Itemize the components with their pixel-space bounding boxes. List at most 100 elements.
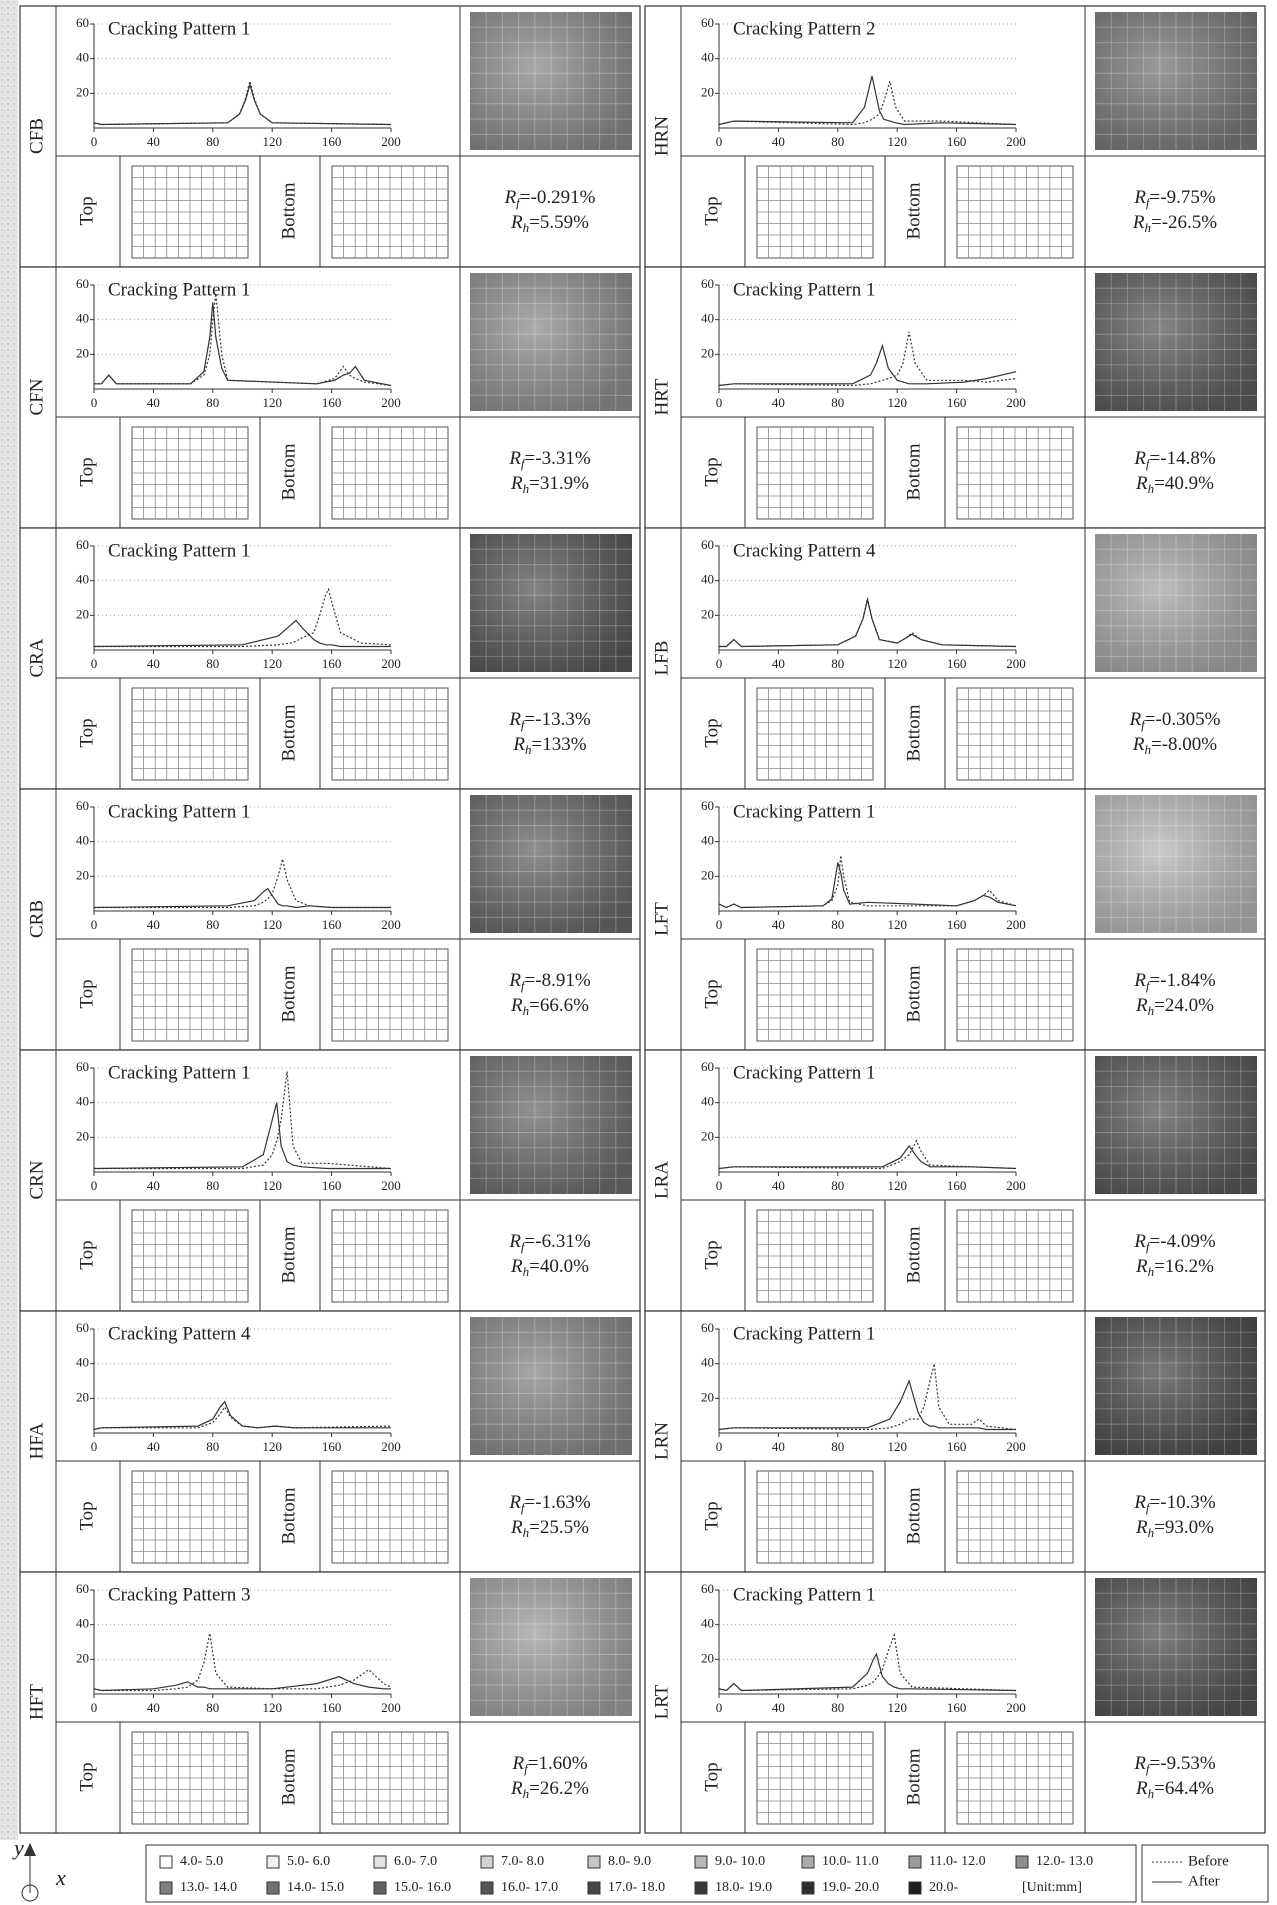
- range-swatch: [802, 1856, 814, 1868]
- ratio-text: Rh=40.0%: [510, 1256, 589, 1279]
- x-tick-label: 80: [206, 1439, 219, 1454]
- bottom-label: Bottom: [278, 1487, 299, 1544]
- x-tick-label: 200: [381, 395, 401, 410]
- ratio-symbol: R: [510, 473, 523, 494]
- y-tick-label: 40: [76, 572, 89, 587]
- ratio-equals: =: [1150, 970, 1161, 991]
- ratio-equals: =: [1154, 1517, 1165, 1538]
- x-tick-label: 80: [206, 134, 219, 149]
- x-tick-label: 160: [322, 1700, 342, 1715]
- ratio-symbol: R: [1133, 1753, 1146, 1774]
- x-tick-label: 200: [1006, 134, 1026, 149]
- ratio-equals: =: [525, 709, 536, 730]
- ratio-symbol: R: [508, 709, 521, 730]
- ratio-value: 1.60%: [538, 1753, 587, 1774]
- x-tick-label: 200: [1006, 395, 1026, 410]
- x-tick-label: 80: [206, 1178, 219, 1193]
- ratio-value: 133%: [542, 734, 587, 755]
- specimen-label: HFA: [26, 1422, 47, 1459]
- axis-y-label: y: [12, 1835, 24, 1860]
- x-tick-label: 80: [206, 395, 219, 410]
- ratio-symbol: R: [1133, 1231, 1146, 1252]
- range-swatch: [588, 1882, 600, 1894]
- ratio-value: -10.3%: [1160, 1492, 1216, 1513]
- ratio-equals: =: [525, 970, 536, 991]
- ratio-symbol: R: [1132, 734, 1145, 755]
- range-label: 8.0- 9.0: [608, 1854, 651, 1869]
- x-tick-label: 0: [716, 1178, 723, 1193]
- ratio-value: -0.291%: [531, 187, 596, 208]
- x-tick-label: 120: [262, 134, 282, 149]
- ratio-symbol: R: [511, 1753, 524, 1774]
- y-tick-label: 60: [701, 1059, 714, 1074]
- top-label: Top: [76, 718, 97, 747]
- bottom-label: Bottom: [278, 443, 299, 500]
- ratio-equals: =: [529, 473, 540, 494]
- x-tick-label: 40: [147, 395, 160, 410]
- ratio-text: Rh=40.9%: [1135, 473, 1214, 496]
- x-tick-label: 120: [887, 1700, 907, 1715]
- x-tick-label: 120: [887, 1178, 907, 1193]
- ratio-equals: =: [529, 995, 540, 1016]
- x-tick-label: 0: [91, 1178, 98, 1193]
- ratio-text: Rh=133%: [512, 734, 586, 757]
- ratio-equals: =: [528, 1753, 539, 1774]
- specimen-label: CRN: [26, 1160, 47, 1199]
- range-swatch: [909, 1856, 921, 1868]
- x-tick-label: 160: [947, 134, 967, 149]
- x-tick-label: 200: [1006, 1439, 1026, 1454]
- chart-title: Cracking Pattern 4: [733, 540, 876, 561]
- top-label: Top: [701, 457, 722, 486]
- x-tick-label: 0: [716, 1439, 723, 1454]
- y-tick-label: 40: [701, 1094, 714, 1109]
- ratio-equals: =: [529, 1778, 540, 1799]
- ratio-text: Rf=-13.3%: [508, 709, 591, 732]
- y-tick-label: 60: [701, 798, 714, 813]
- x-tick-label: 120: [887, 395, 907, 410]
- x-tick-label: 200: [381, 656, 401, 671]
- ratio-symbol: R: [1133, 448, 1146, 469]
- y-tick-label: 60: [701, 1581, 714, 1596]
- ratio-value: -9.53%: [1160, 1753, 1216, 1774]
- ratio-value: 24.0%: [1165, 995, 1214, 1016]
- ratio-equals: =: [1150, 187, 1161, 208]
- top-label: Top: [701, 196, 722, 225]
- ratio-symbol: R: [1129, 709, 1142, 730]
- top-label: Top: [701, 979, 722, 1008]
- ratio-text: Rf=-9.53%: [1133, 1753, 1216, 1776]
- ratio-symbol: R: [1135, 1517, 1148, 1538]
- range-label: 17.0- 18.0: [608, 1880, 665, 1895]
- x-tick-label: 160: [947, 395, 967, 410]
- ratio-text: Rh=5.59%: [510, 212, 589, 235]
- range-label: 12.0- 13.0: [1036, 1854, 1093, 1869]
- ratio-equals: =: [1150, 1492, 1161, 1513]
- ratio-symbol: R: [510, 995, 523, 1016]
- ratio-equals: =: [1154, 473, 1165, 494]
- ratio-equals: =: [525, 1231, 536, 1252]
- range-label: 20.0-: [929, 1880, 959, 1895]
- ratio-equals: =: [529, 212, 540, 233]
- range-swatch: [160, 1856, 172, 1868]
- ratio-value: 66.6%: [540, 995, 589, 1016]
- bottom-label: Bottom: [903, 1748, 924, 1805]
- y-tick-label: 40: [701, 833, 714, 848]
- x-tick-label: 80: [206, 917, 219, 932]
- x-tick-label: 80: [206, 1700, 219, 1715]
- y-tick-label: 20: [701, 1389, 714, 1404]
- range-label: 6.0- 7.0: [394, 1854, 437, 1869]
- x-tick-label: 80: [206, 656, 219, 671]
- range-swatch: [481, 1856, 493, 1868]
- x-tick-label: 120: [262, 1178, 282, 1193]
- specimen-label: LFT: [651, 902, 672, 936]
- x-tick-label: 0: [91, 656, 98, 671]
- x-tick-label: 40: [772, 1178, 785, 1193]
- ratio-text: Rh=25.5%: [510, 1517, 589, 1540]
- x-tick-label: 80: [831, 1439, 844, 1454]
- x-tick-label: 160: [947, 1439, 967, 1454]
- x-tick-label: 120: [887, 134, 907, 149]
- x-tick-label: 40: [772, 395, 785, 410]
- x-tick-label: 80: [831, 1178, 844, 1193]
- x-tick-label: 40: [147, 917, 160, 932]
- x-tick-label: 160: [322, 395, 342, 410]
- bottom-label: Bottom: [278, 182, 299, 239]
